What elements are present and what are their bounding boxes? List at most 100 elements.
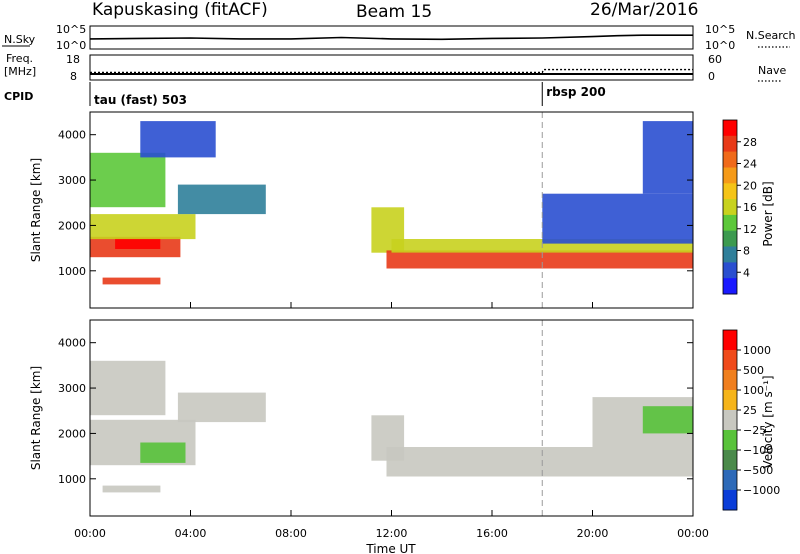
nave-legend-label: Nave: [758, 64, 786, 77]
power-cb-swatch-10: [723, 278, 737, 295]
x-tick-label-4: 16:00: [476, 527, 508, 540]
freq-label-line2: [MHz]: [4, 65, 36, 78]
power-cells-region-8: [386, 250, 693, 269]
vel-cells-region-8: [642, 406, 694, 434]
vel-cb-swatch-7: [723, 470, 737, 491]
power-cb-swatch-1: [723, 135, 737, 153]
noise-panel: N.Sky 10^5 10^0 10^5 10^0 N.Search: [2, 23, 796, 52]
vel-yticks-label-1: 2000: [58, 427, 86, 440]
cpid-mode-0: tau (fast) 503: [94, 93, 187, 107]
cpid-mode-1: rbsp 200: [546, 85, 605, 99]
x-axis-label: Time UT: [365, 542, 416, 554]
power-cells-region-10: [542, 193, 694, 244]
x-tick-label-0: 00:00: [74, 527, 106, 540]
power-cells-region-6: [102, 277, 161, 285]
power-panel: 1000 2000 3000 4000 Slant Range [km]: [29, 111, 694, 309]
beam-label: Beam 15: [356, 2, 432, 22]
power-cb-label-1: 24: [743, 158, 757, 171]
power-cb-swatch-8: [723, 246, 737, 263]
vel-cells-region-1: [140, 442, 186, 463]
x-tick-label-3: 12:00: [376, 527, 408, 540]
power-cb-swatch-0: [723, 120, 737, 137]
power-cb-swatch-4: [723, 183, 737, 200]
vel-cb-swatch-0: [723, 330, 737, 351]
vel-cb-label-2: 100: [743, 384, 764, 397]
vel-cells-region-3: [90, 360, 166, 416]
noise-search-label: N.Search: [746, 29, 796, 42]
vel-cb-swatch-6: [723, 450, 737, 471]
velocity-panel: 1000 2000 3000 4000 00:00 04:00 08:00 12:00 16:…: [29, 319, 709, 540]
frequency-panel: Freq. [MHz] 18 8 60 0 Nave: [4, 52, 786, 83]
power-colorbar-label: Power [dB]: [761, 181, 775, 246]
noise-left-tick-bottom: 10^0: [56, 39, 86, 52]
velocity-y-axis-label: Slant Range [km]: [29, 366, 43, 470]
vel-cb-label-0: 1000: [743, 344, 771, 357]
power-cb-swatch-9: [723, 262, 737, 279]
vel-cb-label-7: −1000: [743, 484, 780, 497]
freq-right-tick-top: 60: [708, 53, 722, 66]
power-cells-region-1: [115, 238, 161, 249]
vel-cb-swatch-3: [723, 390, 737, 411]
noise-right-tick-bottom: 10^0: [705, 39, 735, 52]
power-cb-label-4: 12: [743, 223, 757, 236]
power-cb-label-5: 8: [743, 245, 750, 258]
power-cb-label-6: 4: [743, 266, 750, 279]
freq-left-tick-top: 18: [66, 53, 80, 66]
cpid-row: CPID tau (fast) 503 rbsp 200: [4, 82, 606, 107]
power-yticks-label-3: 4000: [58, 129, 86, 142]
vel-cb-label-6: −500: [743, 464, 773, 477]
nave-line: [90, 68, 693, 74]
noise-left-tick-top: 10^5: [56, 23, 86, 36]
vel-cb-frame: [722, 329, 738, 511]
cpid-label: CPID: [4, 90, 33, 103]
vel-yticks-label-0: 1000: [58, 473, 86, 486]
vel-cb-swatch-2: [723, 370, 737, 391]
velocity-colorbar: 1000 500 100 25 −25 −100 −500 −1000: [722, 329, 780, 511]
power-yticks-label-0: 1000: [58, 265, 86, 278]
vel-cb-label-5: −100: [743, 444, 773, 457]
vel-cb-swatch-5: [723, 430, 737, 451]
power-y-axis: 1000 2000 3000 4000: [58, 129, 693, 278]
power-cells-region-3: [177, 184, 266, 215]
freq-right-tick-bottom: 0: [708, 70, 715, 83]
power-cb-swatch-2: [723, 151, 737, 168]
vel-cells-region-2: [177, 392, 266, 423]
power-cb-swatch-5: [723, 199, 737, 216]
x-tick-label-6: 00:00: [677, 527, 709, 540]
velocity-heatmap: [90, 360, 694, 493]
power-heatmap: [90, 121, 694, 285]
vel-yticks-label-2: 3000: [58, 382, 86, 395]
station-title: Kapuskasing (fitACF): [92, 0, 268, 20]
date-label: 26/Mar/2016: [590, 0, 698, 20]
power-cells-region-4: [90, 152, 166, 208]
velocity-y-axis: 1000 2000 3000 4000: [58, 337, 693, 486]
x-tick-label-2: 08:00: [275, 527, 307, 540]
vel-cb-label-1: 500: [743, 364, 764, 377]
power-cb-swatch-3: [723, 167, 737, 184]
noise-sky-line: [89, 34, 693, 41]
power-cb-swatch-7: [723, 230, 737, 247]
power-x-ticks: [89, 302, 694, 308]
vel-cb-label-3: 25: [743, 404, 757, 417]
freq-left-tick-bottom: 8: [70, 70, 77, 83]
power-y-axis-label: Slant Range [km]: [29, 158, 43, 262]
vel-yticks-label-3: 4000: [58, 337, 86, 350]
power-cells-region-11: [642, 121, 694, 194]
vel-cb-swatch-4: [723, 410, 737, 431]
x-tick-label-5: 20:00: [577, 527, 609, 540]
vel-cb-label-4: −25: [743, 424, 766, 437]
power-yticks-label-2: 3000: [58, 174, 86, 187]
noise-sky-label: N.Sky: [4, 33, 36, 46]
noise-panel-frame: [89, 25, 694, 50]
power-colorbar: 28 24 20 16 12 8 4: [722, 119, 757, 295]
power-cb-label-0: 28: [743, 136, 757, 149]
freq-label-line1: Freq.: [6, 52, 33, 65]
vel-cells-region-4: [102, 485, 161, 493]
power-cells-region-2: [90, 214, 196, 240]
velocity-colorbar-label: Velocity [m s⁻¹]: [761, 375, 775, 468]
power-cb-label-2: 20: [743, 179, 757, 192]
frequency-panel-frame: [89, 54, 694, 81]
noise-right-tick-top: 10^5: [705, 23, 735, 36]
power-cells-region-5: [140, 121, 216, 158]
